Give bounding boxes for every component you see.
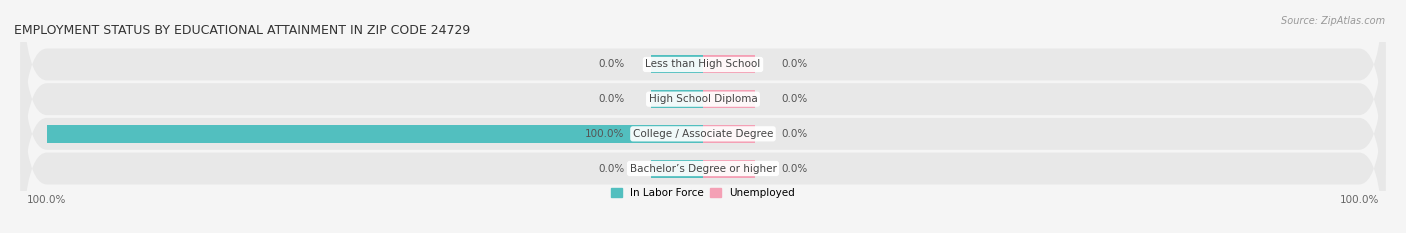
Text: Less than High School: Less than High School — [645, 59, 761, 69]
FancyBboxPatch shape — [21, 11, 1385, 233]
Text: Source: ZipAtlas.com: Source: ZipAtlas.com — [1281, 16, 1385, 26]
Bar — [703, 160, 755, 178]
Text: 100.0%: 100.0% — [585, 129, 624, 139]
Text: 0.0%: 0.0% — [782, 94, 808, 104]
Bar — [46, 125, 703, 143]
Text: 0.0%: 0.0% — [598, 94, 624, 104]
Text: College / Associate Degree: College / Associate Degree — [633, 129, 773, 139]
Bar — [651, 90, 703, 108]
Text: High School Diploma: High School Diploma — [648, 94, 758, 104]
Text: 0.0%: 0.0% — [782, 129, 808, 139]
Text: 0.0%: 0.0% — [782, 59, 808, 69]
Legend: In Labor Force, Unemployed: In Labor Force, Unemployed — [612, 188, 794, 198]
Bar — [651, 55, 703, 73]
Text: 0.0%: 0.0% — [598, 59, 624, 69]
Bar — [703, 125, 755, 143]
Text: EMPLOYMENT STATUS BY EDUCATIONAL ATTAINMENT IN ZIP CODE 24729: EMPLOYMENT STATUS BY EDUCATIONAL ATTAINM… — [14, 24, 471, 37]
Text: Bachelor’s Degree or higher: Bachelor’s Degree or higher — [630, 164, 776, 174]
Bar — [703, 55, 755, 73]
Bar — [703, 90, 755, 108]
Bar — [651, 160, 703, 178]
Text: 0.0%: 0.0% — [598, 164, 624, 174]
FancyBboxPatch shape — [21, 46, 1385, 233]
Text: 0.0%: 0.0% — [782, 164, 808, 174]
FancyBboxPatch shape — [21, 0, 1385, 222]
FancyBboxPatch shape — [21, 0, 1385, 187]
